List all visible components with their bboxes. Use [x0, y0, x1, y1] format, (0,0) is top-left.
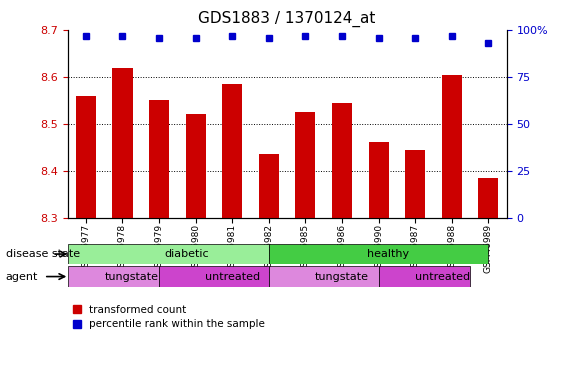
- FancyBboxPatch shape: [269, 266, 378, 287]
- Bar: [442, 75, 462, 217]
- Bar: [76, 96, 96, 218]
- FancyBboxPatch shape: [159, 266, 269, 287]
- Text: tungstate: tungstate: [105, 272, 159, 282]
- Bar: [332, 103, 352, 218]
- Bar: [259, 154, 279, 218]
- Text: diabetic: diabetic: [164, 249, 209, 259]
- Bar: [186, 114, 205, 218]
- Bar: [296, 112, 315, 218]
- Text: disease state: disease state: [6, 249, 80, 259]
- Bar: [479, 178, 498, 218]
- FancyBboxPatch shape: [68, 266, 159, 287]
- Bar: [222, 84, 242, 218]
- Bar: [149, 100, 169, 218]
- Bar: [113, 68, 132, 218]
- Text: healthy: healthy: [367, 249, 409, 259]
- Text: agent: agent: [6, 272, 38, 282]
- FancyBboxPatch shape: [378, 266, 470, 287]
- Bar: [405, 150, 425, 217]
- Text: untreated: untreated: [205, 272, 260, 282]
- Bar: [369, 142, 388, 218]
- Text: tungstate: tungstate: [315, 272, 369, 282]
- Text: untreated: untreated: [415, 272, 470, 282]
- FancyBboxPatch shape: [68, 244, 269, 264]
- FancyBboxPatch shape: [269, 244, 488, 264]
- Legend: transformed count, percentile rank within the sample: transformed count, percentile rank withi…: [73, 305, 265, 329]
- Title: GDS1883 / 1370124_at: GDS1883 / 1370124_at: [198, 11, 376, 27]
